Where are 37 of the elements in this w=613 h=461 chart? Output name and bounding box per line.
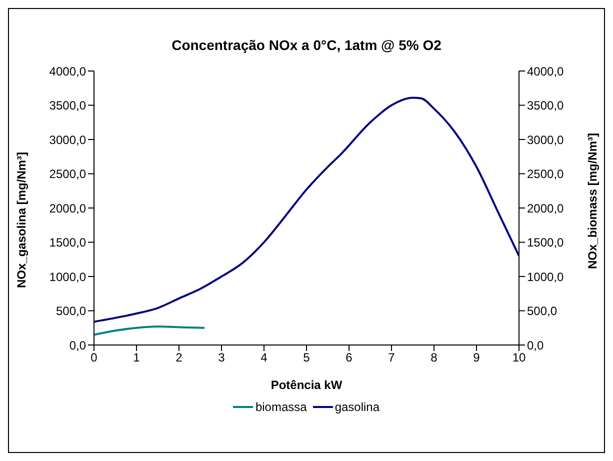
y-tick-label: 2500,0	[49, 167, 86, 182]
legend-label: biomassa	[254, 400, 307, 414]
x-axis-title: Potência kW	[270, 378, 343, 392]
y2-tick-label: 1500,0	[527, 236, 564, 250]
line-series	[94, 326, 206, 336]
chart-title: Concentração NOx a 0°C, 1atm @ 5% O2	[170, 37, 442, 53]
line-series	[94, 96, 519, 323]
x-tick-label: 8	[430, 350, 438, 365]
y-tick-label: 3500,0	[49, 98, 86, 113]
y-tick-label: 3000,0	[49, 132, 86, 147]
y-tick-label: 0,0	[69, 338, 86, 352]
y-tick-label: 4000,0	[49, 64, 86, 78]
x-tick-label: 1	[133, 350, 140, 365]
x-tick-label: 9	[473, 350, 480, 365]
y2-axis-title: NOx_biomass [mg/Nm³]	[585, 133, 600, 270]
y-tick-label: 500,0	[56, 304, 86, 318]
y-tick-label: 1500,0	[49, 236, 86, 250]
x-tick-label: 5	[303, 350, 310, 365]
x-tick-label: 4	[260, 350, 268, 365]
x-tick-label: 0	[90, 350, 98, 365]
y2-tick-label: 2500,0	[527, 167, 564, 182]
y-axis-title: NOx_gasolina [mg/Nm³]	[14, 152, 28, 288]
x-tick-label: 7	[388, 350, 396, 365]
y2-tick-label: 3500,0	[527, 98, 564, 113]
y-tick-label: 1000,0	[49, 270, 86, 284]
y2-tick-label: 2000,0	[527, 201, 564, 216]
x-tick-label: 3	[218, 350, 226, 365]
x-tick-label: 2	[176, 350, 183, 365]
y2-tick-label: 500,0	[527, 304, 558, 318]
x-tick-label: 10	[512, 350, 526, 365]
y2-tick-label: 1000,0	[527, 270, 564, 284]
legend-label: gasolina	[334, 400, 380, 414]
y2-tick-label: 4000,0	[527, 64, 564, 78]
x-tick-label: 6	[346, 350, 353, 365]
y2-tick-label: 3000,0	[527, 132, 564, 147]
y2-tick-label: 0,0	[527, 338, 544, 352]
y-tick-label: 2000,0	[49, 201, 86, 216]
